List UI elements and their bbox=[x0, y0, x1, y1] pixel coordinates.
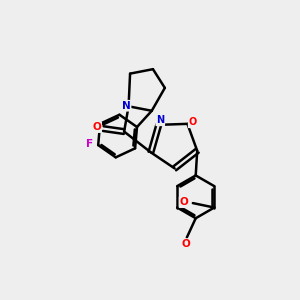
Text: O: O bbox=[92, 122, 101, 132]
Text: O: O bbox=[189, 117, 197, 128]
Text: N: N bbox=[122, 101, 130, 111]
Text: O: O bbox=[180, 197, 188, 207]
Text: F: F bbox=[86, 139, 93, 148]
Text: O: O bbox=[182, 239, 190, 249]
Text: N: N bbox=[156, 116, 164, 125]
